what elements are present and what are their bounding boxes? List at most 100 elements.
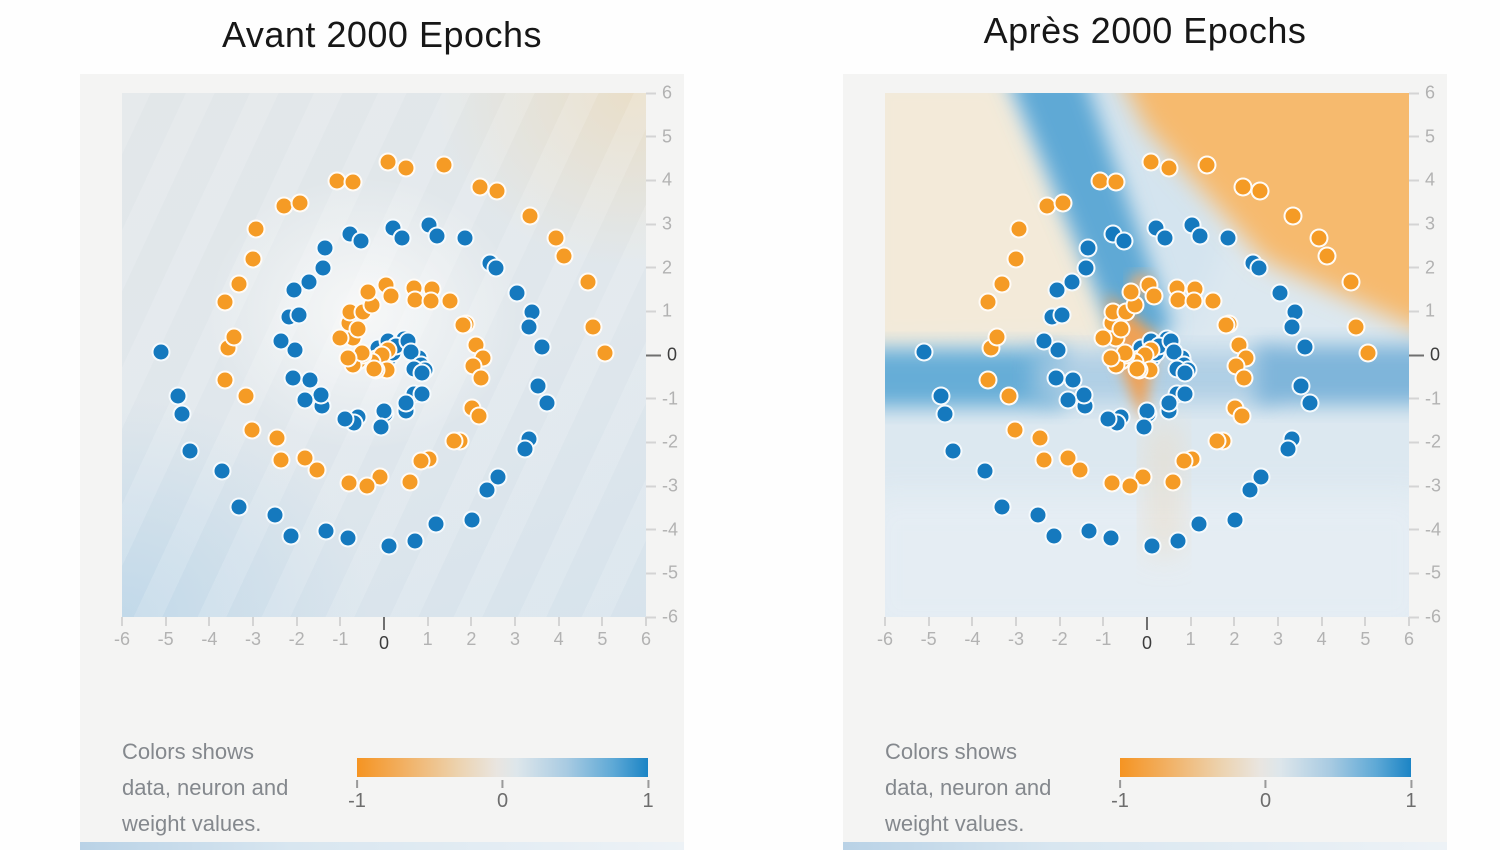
data-point-orange: [1101, 348, 1121, 368]
x-tick-label: 1: [1186, 617, 1196, 650]
data-point-orange: [224, 327, 244, 347]
y-tick-label: -4: [646, 519, 678, 540]
data-point-orange: [242, 420, 262, 440]
data-point-blue: [271, 331, 290, 351]
data-point-orange: [595, 343, 615, 363]
data-point-orange: [1203, 291, 1222, 311]
bottom-scroll-strip[interactable]: [80, 842, 684, 850]
data-point-orange: [1009, 219, 1029, 239]
data-point-blue: [1142, 536, 1162, 556]
data-point-blue: [1175, 384, 1195, 404]
x-tick-label: -3: [245, 617, 261, 650]
y-tick-label: 1: [646, 301, 672, 322]
x-tick-label: -5: [158, 617, 174, 650]
data-point-orange: [411, 451, 431, 471]
data-point-blue: [914, 342, 934, 362]
data-point-blue: [1028, 505, 1048, 525]
x-tick-label: -2: [289, 617, 305, 650]
y-tick-label: 5: [646, 126, 672, 147]
x-axis-after: -6 -5 -4 -3 -2 -1 0 1 2 3 4 5 6: [877, 617, 1414, 659]
data-point-blue: [172, 404, 192, 424]
y-tick-label: -5: [1409, 563, 1441, 584]
x-tick-label: 2: [466, 617, 476, 650]
legend-scale-tick: 1: [642, 780, 654, 813]
legend-scale-tick: -1: [1111, 780, 1129, 813]
page-title-after: Après 2000 Epochs: [983, 10, 1307, 51]
data-point-blue: [335, 409, 355, 429]
data-point-orange: [290, 193, 310, 213]
legend-scale-tick: 0: [497, 780, 508, 813]
data-point-orange: [1216, 315, 1236, 335]
y-tick-label: 1: [1409, 301, 1435, 322]
y-tick-label: -2: [646, 432, 678, 453]
data-point-orange: [1120, 476, 1140, 496]
data-point-blue: [1063, 370, 1083, 390]
legend-caption-line: Colors shows: [885, 739, 1018, 764]
data-point-orange: [1283, 206, 1303, 226]
data-point-orange: [381, 286, 401, 306]
data-point-blue: [1052, 305, 1072, 325]
panel-after: 6 5 4 3 2 1 0 -1 -2 -3 -4 -5 -6 -6 -5 -4 -3 -2 -1 0 1 2 3 4 5 6 …: [843, 74, 1447, 850]
y-tick-label: 0: [646, 345, 677, 366]
y-axis-after: 6 5 4 3 2 1 0 -1 -2 -3 -4 -5 -6: [1409, 83, 1447, 627]
data-point-blue: [427, 226, 447, 246]
y-tick-label: 2: [646, 257, 672, 278]
data-point-orange: [215, 370, 235, 390]
data-point-orange: [1141, 152, 1161, 172]
legend-scale-tick: 0: [1260, 780, 1271, 813]
data-point-orange: [1053, 193, 1073, 213]
data-point-blue: [975, 461, 995, 481]
data-point-orange: [1121, 282, 1141, 302]
x-tick-label: -1: [332, 617, 348, 650]
data-point-blue: [285, 340, 305, 360]
data-point-orange: [364, 359, 384, 379]
data-point-orange: [295, 448, 315, 468]
data-point-orange: [271, 450, 291, 470]
data-point-blue: [1101, 528, 1121, 548]
data-point-blue: [316, 521, 336, 541]
y-tick-label: -1: [646, 388, 678, 409]
data-point-blue: [1034, 331, 1053, 351]
data-point-orange: [1030, 428, 1050, 448]
data-point-orange: [999, 386, 1019, 406]
color-scale: -1 0 1: [1111, 758, 1417, 818]
data-point-orange: [339, 473, 359, 493]
x-tick-label: -4: [201, 617, 217, 650]
data-point-orange: [421, 291, 441, 311]
data-point-orange: [1197, 155, 1217, 175]
data-point-orange: [1159, 158, 1179, 178]
data-point-orange: [307, 460, 327, 480]
data-point-orange: [236, 386, 256, 406]
data-point-blue: [396, 393, 416, 413]
data-point-orange: [1233, 177, 1253, 197]
data-point-orange: [987, 327, 1007, 347]
data-point-orange: [348, 319, 368, 339]
panel-before: 6 5 4 3 2 1 0 -1 -2 -3 -4 -5 -6 -6 -5 -4 -3 -2 -1 0 1 2 3 4 5 6 …: [80, 74, 684, 850]
data-point-orange: [470, 177, 490, 197]
data-point-blue: [1159, 393, 1179, 413]
data-point-orange: [1006, 249, 1026, 269]
y-tick-label: -3: [646, 476, 678, 497]
data-point-orange: [578, 272, 598, 292]
page-title-before: Avant 2000 Epochs: [221, 14, 543, 55]
data-point-blue: [1278, 439, 1298, 459]
x-tick-label: -2: [1052, 617, 1068, 650]
data-point-orange: [229, 274, 249, 294]
bottom-scroll-strip[interactable]: [843, 842, 1447, 850]
data-point-orange: [444, 431, 464, 451]
data-point-orange: [434, 155, 454, 175]
x-tick-label: 1: [423, 617, 433, 650]
y-tick-label: 3: [646, 214, 672, 235]
data-point-blue: [1078, 238, 1098, 258]
data-point-blue: [426, 514, 446, 534]
data-point-blue: [295, 390, 315, 410]
data-point-orange: [1070, 460, 1090, 480]
data-point-blue: [1168, 531, 1188, 551]
y-tick-label: -5: [646, 563, 678, 584]
data-point-orange: [1005, 420, 1025, 440]
data-point-blue: [265, 505, 285, 525]
data-point-blue: [507, 283, 527, 303]
data-point-orange: [396, 158, 416, 178]
data-point-orange: [1034, 450, 1054, 470]
y-tick-label: 2: [1409, 257, 1435, 278]
